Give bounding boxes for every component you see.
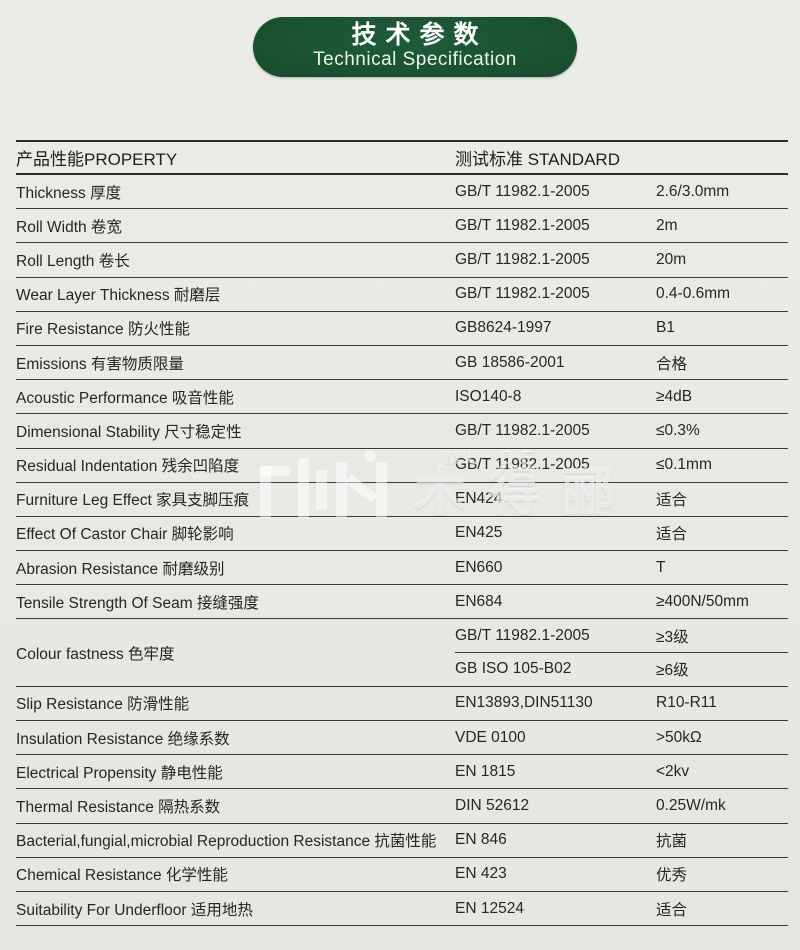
property-cell: Thermal Resistance 隔热系数: [16, 798, 221, 816]
value-cell: 20m: [656, 250, 687, 268]
standard-cell: GB/T 11982.1-2005: [455, 421, 590, 439]
table-row: Roll Width 卷宽 GB/T 11982.1-2005 2m: [16, 209, 788, 244]
property-cell: Roll Length 卷长: [16, 252, 130, 270]
value-cell: R10-R11: [656, 694, 717, 712]
standard-cell: EN 846: [455, 831, 507, 849]
spec-table: 产品性能PROPERTY 测试标准 STANDARD Thickness 厚度 G…: [16, 140, 788, 927]
table-row: Residual Indentation 残余凹陷度 GB/T 11982.1-2…: [16, 449, 788, 483]
property-cell: Emissions 有害物质限量: [16, 355, 184, 373]
sub-row: GB/T 11982.1-2005 ≥3级: [455, 619, 788, 654]
value-cell: ≥6级: [656, 662, 689, 680]
value-cell: 合格: [656, 355, 688, 373]
value-cell: 2m: [656, 216, 678, 234]
value-cell: 适合: [656, 526, 688, 544]
banner-title-en: Technical Specification: [313, 49, 517, 71]
table-row: Roll Length 卷长 GB/T 11982.1-2005 20m: [16, 243, 788, 278]
table-row: Wear Layer Thickness 耐磨层 GB/T 11982.1-200…: [16, 278, 788, 312]
property-cell: Colour fastness 色牢度: [16, 645, 175, 663]
standard-cell: EN425: [455, 524, 503, 542]
standard-cell: GB ISO 105-B02: [455, 660, 572, 678]
table-row: Effect Of Castor Chair 脚轮影响 EN425 适合: [16, 517, 788, 552]
property-cell: Dimensional Stability 尺寸稳定性: [16, 423, 242, 441]
value-cell: 0.25W/mk: [656, 796, 726, 814]
standard-cell: EN13893,DIN51130: [455, 694, 593, 712]
value-cell: ≤0.1mm: [656, 456, 712, 474]
standard-cell: GB8624-1997: [455, 319, 552, 337]
column-header-property: 产品性能PROPERTY: [16, 150, 178, 169]
value-cell: ≥400N/50mm: [656, 592, 749, 610]
property-cell: Thickness 厚度: [16, 184, 122, 202]
standard-cell: EN660: [455, 558, 503, 576]
property-cell: Bacterial,fungial,microbial Reproduction…: [16, 833, 437, 851]
sub-rows: GB/T 11982.1-2005 ≥3级 GB ISO 105-B02 ≥6级: [455, 619, 788, 685]
table-row: Bacterial,fungial,microbial Reproduction…: [16, 824, 788, 858]
table-row: Colour fastness 色牢度 GB/T 11982.1-2005 ≥3级 G…: [16, 619, 788, 687]
value-cell: 0.4-0.6mm: [656, 285, 731, 303]
banner-title-zh: 技术参数: [351, 20, 488, 49]
property-cell: Slip Resistance 防滑性能: [16, 696, 190, 714]
standard-cell: EN684: [455, 592, 503, 610]
value-cell: 适合: [656, 492, 688, 510]
value-cell: ≥4dB: [656, 387, 693, 405]
table-row: Electrical Propensity 静电性能 EN 1815 <2kv: [16, 755, 788, 790]
standard-cell: GB 18586-2001: [455, 353, 565, 371]
table-row: Acoustic Performance 吸音性能 ISO140-8 ≥4dB: [16, 380, 788, 415]
table-row: Abrasion Resistance 耐磨级别 EN660 T: [16, 551, 788, 586]
table-row: Tensile Strength Of Seam 接缝强度 EN684 ≥400N/…: [16, 585, 788, 620]
value-cell: 抗菌: [656, 833, 688, 851]
standard-cell: GB/T 11982.1-2005: [455, 216, 590, 234]
standard-cell: EN 423: [455, 865, 507, 883]
standard-cell: GB/T 11982.1-2005: [455, 626, 590, 644]
property-cell: Effect Of Castor Chair 脚轮影响: [16, 526, 234, 544]
standard-cell: EN424: [455, 490, 503, 508]
table-row: Thermal Resistance 隔热系数 DIN 52612 0.25W/mk: [16, 789, 788, 824]
property-cell: Chemical Resistance 化学性能: [16, 867, 228, 885]
standard-cell: DIN 52612: [455, 796, 530, 814]
standard-cell: ISO140-8: [455, 387, 522, 405]
standard-cell: GB/T 11982.1-2005: [455, 182, 590, 200]
table-header-row: 产品性能PROPERTY 测试标准 STANDARD: [16, 142, 788, 175]
table-row: Slip Resistance 防滑性能 EN13893,DIN51130 R10-…: [16, 687, 788, 722]
value-cell: B1: [656, 319, 675, 337]
property-cell: Roll Width 卷宽: [16, 218, 122, 236]
table-row: Insulation Resistance 绝缘系数 VDE 0100 >50kΩ: [16, 721, 788, 756]
property-cell: Tensile Strength Of Seam 接缝强度: [16, 594, 259, 612]
standard-cell: GB/T 11982.1-2005: [455, 250, 590, 268]
value-cell: 2.6/3.0mm: [656, 182, 730, 200]
value-cell: 适合: [656, 901, 688, 919]
table-row: Chemical Resistance 化学性能 EN 423 优秀: [16, 858, 788, 892]
property-cell: Wear Layer Thickness 耐磨层: [16, 287, 221, 305]
table-row: Fire Resistance 防火性能 GB8624-1997 B1: [16, 312, 788, 346]
property-cell: Acoustic Performance 吸音性能: [16, 389, 234, 407]
sub-row: GB ISO 105-B02 ≥6级: [455, 653, 788, 686]
table-row: Furniture Leg Effect 家具支脚压痕 EN424 适合: [16, 483, 788, 517]
standard-cell: VDE 0100: [455, 728, 526, 746]
title-banner: 技术参数 Technical Specification: [253, 17, 577, 77]
property-cell: Electrical Propensity 静电性能: [16, 764, 223, 782]
table-row: Dimensional Stability 尺寸稳定性 GB/T 11982.1-…: [16, 414, 788, 449]
table-row: Emissions 有害物质限量 GB 18586-2001 合格: [16, 346, 788, 381]
standard-cell: GB/T 11982.1-2005: [455, 285, 590, 303]
column-header-standard: 测试标准 STANDARD: [455, 150, 620, 169]
value-cell: <2kv: [656, 762, 690, 780]
table-row: Thickness 厚度 GB/T 11982.1-2005 2.6/3.0mm: [16, 175, 788, 210]
value-cell: 优秀: [656, 867, 688, 885]
property-cell: Fire Resistance 防火性能: [16, 321, 190, 339]
value-cell: ≤0.3%: [656, 421, 700, 439]
value-cell: ≥3级: [656, 628, 689, 646]
property-cell: Insulation Resistance 绝缘系数: [16, 730, 230, 748]
standard-cell: EN 1815: [455, 762, 516, 780]
table-row: Suitability For Underfloor 适用地热 EN 12524 适…: [16, 892, 788, 927]
standard-cell: GB/T 11982.1-2005: [455, 456, 590, 474]
property-cell: Abrasion Resistance 耐磨级别: [16, 560, 225, 578]
standard-cell: EN 12524: [455, 899, 524, 917]
property-cell: Residual Indentation 残余凹陷度: [16, 458, 240, 476]
value-cell: T: [656, 558, 666, 576]
property-cell: Furniture Leg Effect 家具支脚压痕: [16, 492, 250, 510]
table-body: Thickness 厚度 GB/T 11982.1-2005 2.6/3.0mm Ro…: [16, 175, 788, 927]
property-cell: Suitability For Underfloor 适用地热: [16, 901, 253, 919]
value-cell: >50kΩ: [656, 728, 702, 746]
